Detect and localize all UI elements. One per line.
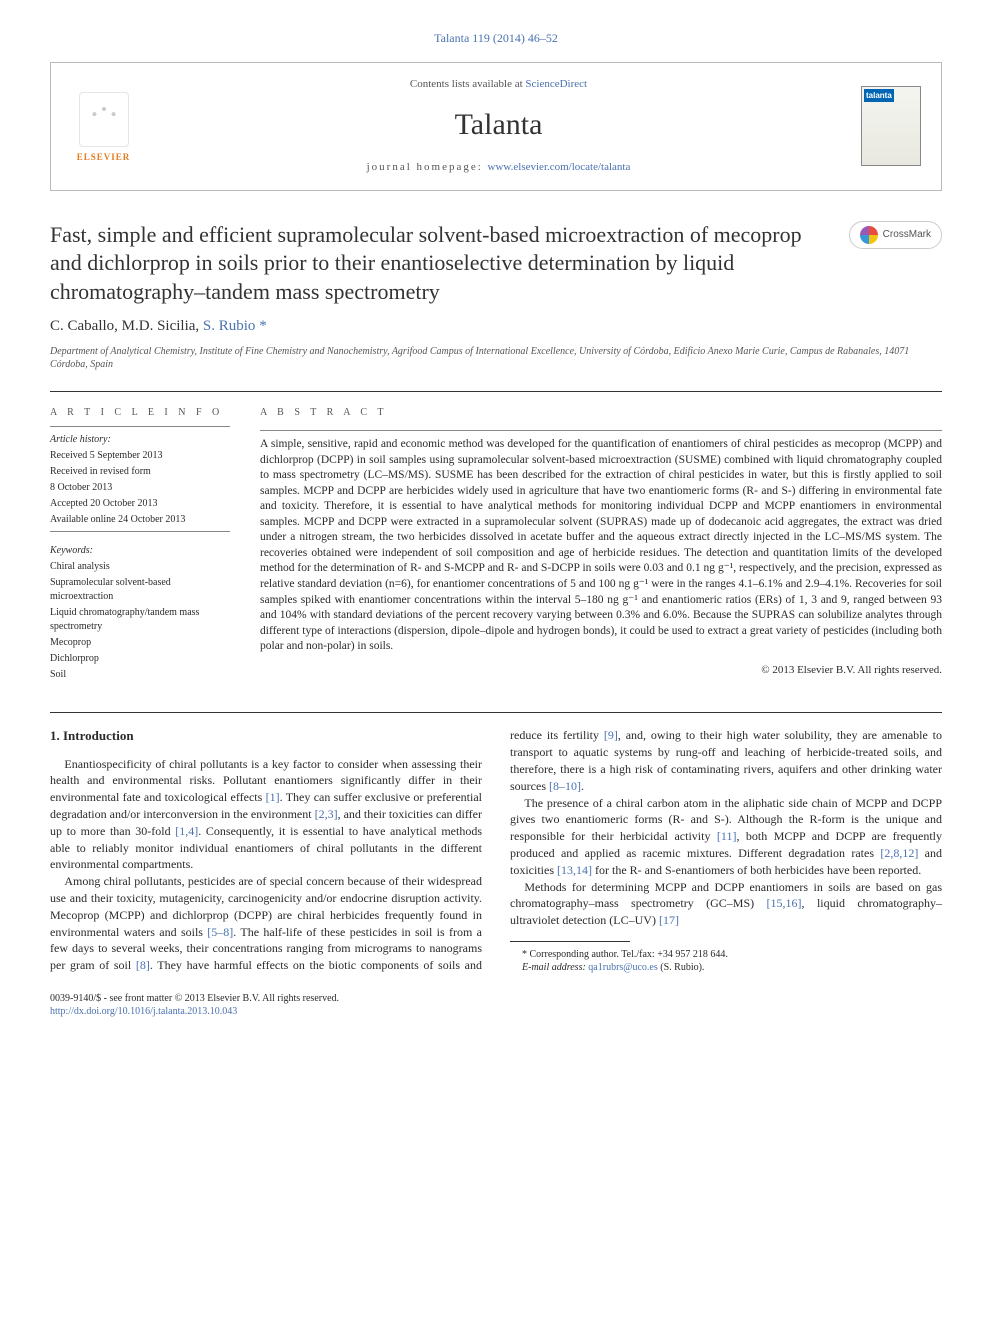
doi-link[interactable]: http://dx.doi.org/10.1016/j.talanta.2013…	[50, 1006, 237, 1017]
citation-ref[interactable]: [11]	[717, 829, 737, 843]
keyword: Mecoprop	[50, 636, 230, 650]
email-suffix: (S. Rubio).	[658, 962, 705, 973]
history-accepted: Accepted 20 October 2013	[50, 497, 230, 511]
citation-line: Talanta 119 (2014) 46–52	[50, 30, 942, 47]
corresponding-marker: *	[259, 318, 267, 334]
corresponding-email-footnote: E-mail address: qa1rubrs@uco.es (S. Rubi…	[510, 961, 942, 974]
contents-prefix: Contents lists available at	[410, 78, 525, 90]
article-title: Fast, simple and efficient supramolecula…	[50, 221, 849, 307]
elsevier-tree-icon	[79, 92, 129, 147]
keyword: Soil	[50, 668, 230, 682]
corresponding-email-link[interactable]: qa1rubrs@uco.es	[588, 962, 657, 973]
rule-above-info	[50, 391, 942, 392]
article-info-block: A R T I C L E I N F O Article history: R…	[50, 406, 230, 684]
history-online: Available online 24 October 2013	[50, 513, 230, 527]
abstract-block: A B S T R A C T A simple, sensitive, rap…	[260, 406, 942, 684]
citation-ref[interactable]: [1,4]	[175, 824, 198, 838]
citation-ref[interactable]: [2,8,12]	[880, 846, 918, 860]
homepage-prefix: journal homepage:	[367, 161, 488, 173]
journal-name: Talanta	[136, 104, 861, 146]
keyword: Dichlorprop	[50, 652, 230, 666]
citation-ref[interactable]: [13,14]	[557, 863, 592, 877]
history-revised-line2: 8 October 2013	[50, 481, 230, 495]
body-paragraph: Methods for determining MCPP and DCPP en…	[510, 879, 942, 929]
history-label: Article history:	[50, 433, 230, 447]
abstract-subrule	[260, 430, 942, 431]
page-footer: 0039-9140/$ - see front matter © 2013 El…	[50, 992, 942, 1018]
sciencedirect-link[interactable]: ScienceDirect	[525, 78, 587, 90]
elsevier-logo-text: ELSEVIER	[77, 151, 131, 164]
body-text: for the R- and S-enantiomers of both her…	[592, 863, 921, 877]
section-heading-introduction: 1. Introduction	[50, 727, 482, 745]
rule-below-abstract	[50, 712, 942, 713]
crossmark-label: CrossMark	[883, 228, 931, 242]
abstract-text: A simple, sensitive, rapid and economic …	[260, 437, 942, 654]
crossmark-icon	[860, 226, 878, 244]
keyword: Supramolecular solvent-based microextrac…	[50, 576, 230, 604]
citation-ref[interactable]: [5–8]	[207, 925, 233, 939]
journal-homepage-line: journal homepage: www.elsevier.com/locat…	[136, 160, 861, 175]
citation-ref[interactable]: [8]	[136, 958, 150, 972]
journal-cover-brand: talanta	[864, 89, 894, 102]
info-subrule-1	[50, 426, 230, 427]
history-revised-line1: Received in revised form	[50, 465, 230, 479]
footnote-rule	[510, 941, 630, 942]
elsevier-logo[interactable]: ELSEVIER	[71, 89, 136, 164]
citation-ref[interactable]: [8–10]	[549, 779, 581, 793]
citation-ref[interactable]: [9]	[604, 728, 618, 742]
journal-cover-thumbnail[interactable]: talanta	[861, 86, 921, 166]
keyword: Chiral analysis	[50, 560, 230, 574]
keywords-label: Keywords:	[50, 544, 230, 558]
front-matter-line: 0039-9140/$ - see front matter © 2013 El…	[50, 992, 942, 1005]
contents-available-line: Contents lists available at ScienceDirec…	[136, 77, 861, 92]
abstract-copyright: © 2013 Elsevier B.V. All rights reserved…	[260, 663, 942, 678]
journal-homepage-link[interactable]: www.elsevier.com/locate/talanta	[488, 161, 631, 173]
corresponding-author-footnote: * Corresponding author. Tel./fax: +34 95…	[510, 948, 942, 961]
citation-ref[interactable]: [15,16]	[767, 896, 802, 910]
citation-ref[interactable]: [1]	[266, 790, 280, 804]
crossmark-badge[interactable]: CrossMark	[849, 221, 942, 249]
body-paragraph: Enantiospecificity of chiral pollutants …	[50, 756, 482, 874]
email-label: E-mail address:	[522, 962, 588, 973]
body-two-column: 1. Introduction Enantiospecificity of ch…	[50, 727, 942, 974]
body-text: .	[581, 779, 584, 793]
article-info-heading: A R T I C L E I N F O	[50, 406, 230, 420]
author-list: C. Caballo, M.D. Sicilia, S. Rubio *	[50, 316, 942, 337]
journal-header: ELSEVIER Contents lists available at Sci…	[50, 62, 942, 191]
corresponding-author[interactable]: S. Rubio	[203, 318, 256, 334]
history-received: Received 5 September 2013	[50, 449, 230, 463]
citation-ref[interactable]: [17]	[659, 913, 679, 927]
authors-plain: C. Caballo, M.D. Sicilia,	[50, 318, 203, 334]
info-subrule-2	[50, 531, 230, 532]
keyword: Liquid chromatography/tandem mass spectr…	[50, 606, 230, 634]
affiliation: Department of Analytical Chemistry, Inst…	[50, 345, 942, 371]
body-paragraph: The presence of a chiral carbon atom in …	[510, 795, 942, 879]
body-text: Among chiral pollutants, pesticides are …	[50, 874, 482, 922]
citation-ref[interactable]: [2,3]	[315, 807, 338, 821]
abstract-heading: A B S T R A C T	[260, 406, 942, 420]
